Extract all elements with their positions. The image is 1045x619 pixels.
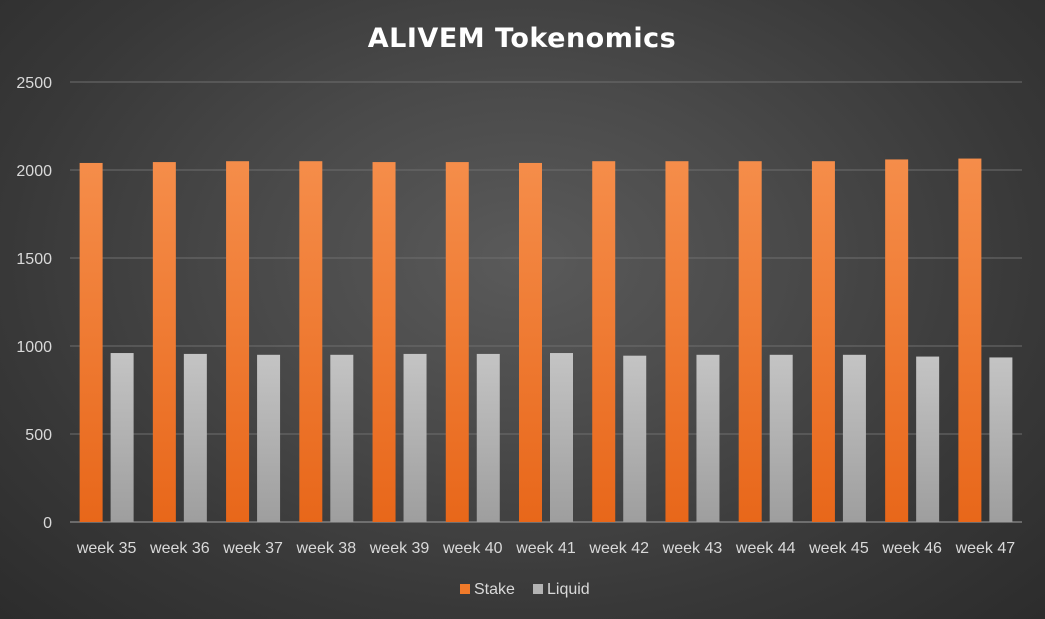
legend-label-stake: Stake	[474, 581, 515, 598]
x-tick-label: week 44	[735, 540, 796, 557]
x-tick-label: week 42	[588, 540, 649, 557]
bar-stake	[152, 162, 176, 522]
bars	[79, 158, 1013, 522]
x-tick-label: week 40	[442, 540, 503, 557]
bar-liquid	[916, 356, 940, 522]
gridlines	[70, 81, 1022, 523]
x-tick-label: week 47	[955, 540, 1016, 557]
y-tick-label: 2000	[16, 163, 52, 180]
y-tick-label: 1000	[16, 339, 52, 356]
legend-swatch-stake	[460, 584, 470, 594]
x-axis-ticks: week 35 week 36 week 37 week 38 week 39 week …	[76, 540, 1015, 557]
x-tick-label: week 37	[222, 540, 283, 557]
legend-swatch-liquid	[533, 584, 543, 594]
bar-stake	[592, 161, 616, 522]
bar-liquid	[696, 354, 720, 522]
bar-liquid	[769, 354, 793, 522]
y-axis-ticks: 0 500 1000 1500 2000 2500	[16, 75, 52, 532]
bar-liquid	[476, 353, 500, 522]
bar-stake	[811, 161, 835, 522]
bar-stake	[372, 162, 396, 522]
bar-liquid	[842, 354, 866, 522]
bar-stake	[665, 161, 689, 522]
x-tick-label: week 43	[662, 540, 723, 557]
x-tick-label: week 46	[881, 540, 942, 557]
bar-stake	[885, 159, 909, 522]
bar-stake	[79, 162, 103, 522]
bar-liquid	[989, 357, 1013, 522]
chart-title: ALIVEM Tokenomics	[368, 23, 676, 54]
bar-stake	[445, 162, 469, 522]
bar-stake	[226, 161, 250, 522]
x-tick-label: week 35	[76, 540, 137, 557]
bar-stake	[958, 158, 982, 522]
x-tick-label: week 45	[808, 540, 869, 557]
bar-liquid	[623, 355, 647, 522]
x-tick-label: week 41	[515, 540, 576, 557]
y-tick-label: 2500	[16, 75, 52, 92]
x-tick-label: week 38	[296, 540, 357, 557]
y-tick-label: 500	[25, 427, 52, 444]
y-tick-label: 0	[43, 515, 52, 532]
bar-liquid	[550, 353, 573, 522]
legend-label-liquid: Liquid	[547, 581, 590, 598]
bar-liquid	[110, 353, 134, 522]
bar-liquid	[257, 354, 281, 522]
x-tick-label: week 36	[149, 540, 210, 557]
bar-liquid	[403, 353, 427, 522]
bar-stake	[299, 161, 323, 522]
bar-liquid	[183, 353, 207, 522]
bar-stake	[519, 162, 542, 522]
bar-stake	[738, 161, 762, 522]
bar-liquid	[330, 354, 354, 522]
legend: Stake Liquid	[460, 581, 590, 598]
y-tick-label: 1500	[16, 251, 52, 268]
x-tick-label: week 39	[369, 540, 430, 557]
